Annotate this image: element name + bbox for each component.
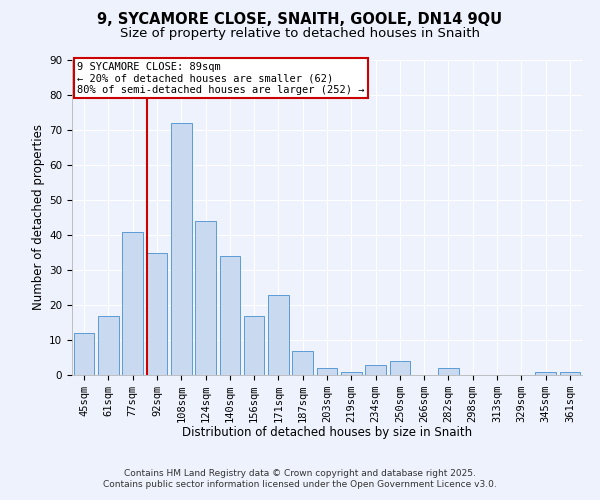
Bar xyxy=(268,294,289,375)
Bar xyxy=(146,252,167,375)
Bar xyxy=(98,316,119,375)
Bar xyxy=(317,368,337,375)
Bar xyxy=(341,372,362,375)
Bar xyxy=(195,221,216,375)
Text: 9 SYCAMORE CLOSE: 89sqm
← 20% of detached houses are smaller (62)
80% of semi-de: 9 SYCAMORE CLOSE: 89sqm ← 20% of detache… xyxy=(77,62,365,95)
Text: Contains public sector information licensed under the Open Government Licence v3: Contains public sector information licen… xyxy=(103,480,497,489)
Bar xyxy=(560,372,580,375)
Bar xyxy=(389,361,410,375)
X-axis label: Distribution of detached houses by size in Snaith: Distribution of detached houses by size … xyxy=(182,426,472,440)
Y-axis label: Number of detached properties: Number of detached properties xyxy=(32,124,45,310)
Bar xyxy=(438,368,459,375)
Text: Size of property relative to detached houses in Snaith: Size of property relative to detached ho… xyxy=(120,28,480,40)
Text: Contains HM Land Registry data © Crown copyright and database right 2025.: Contains HM Land Registry data © Crown c… xyxy=(124,468,476,477)
Bar xyxy=(220,256,240,375)
Text: 9, SYCAMORE CLOSE, SNAITH, GOOLE, DN14 9QU: 9, SYCAMORE CLOSE, SNAITH, GOOLE, DN14 9… xyxy=(97,12,503,28)
Bar xyxy=(365,364,386,375)
Bar xyxy=(535,372,556,375)
Bar xyxy=(122,232,143,375)
Bar xyxy=(244,316,265,375)
Bar xyxy=(292,350,313,375)
Bar xyxy=(74,333,94,375)
Bar xyxy=(171,123,191,375)
